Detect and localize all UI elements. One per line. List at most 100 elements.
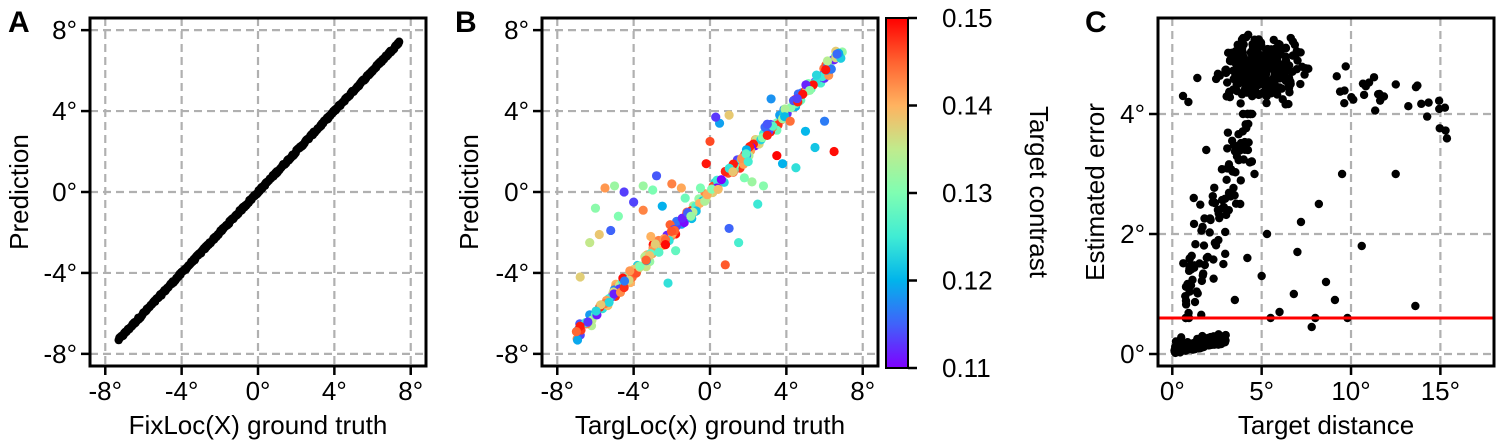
data-point [777,159,788,169]
colorbar-tick-label: 0.11 [942,353,991,383]
data-point [635,261,645,271]
y-tick-label: 2° [1120,219,1145,249]
data-point [680,193,690,203]
data-point [594,229,604,240]
data-point [1236,199,1245,209]
data-point [1357,241,1366,251]
data-point [1434,96,1444,105]
data-point [648,185,658,195]
data-point [1189,193,1198,203]
data-point [728,167,738,177]
data-point [604,297,614,307]
data-point [1236,99,1245,108]
data-point [1272,90,1282,99]
data-point [1289,289,1299,299]
colorbar-tick-label: 0.12 [942,266,993,296]
data-point [1290,40,1300,50]
data-point [701,159,711,169]
data-point [1296,79,1305,89]
data-point [821,65,831,75]
data-point [1246,47,1256,56]
data-point [1184,308,1193,318]
data-point [1240,84,1250,93]
data-point [1236,176,1245,185]
y-tick-label: 4° [504,96,529,126]
data-point [1250,169,1259,179]
data-point [1370,106,1380,115]
data-point [1223,128,1233,137]
panel-b-ylabel: Prediction [454,134,484,250]
data-point [671,246,681,256]
data-point [1337,169,1347,179]
data-point [822,56,833,66]
data-point [1221,65,1231,74]
data-point [1197,226,1206,235]
data-point [724,223,734,234]
data-point [641,255,651,265]
data-point [711,112,721,122]
panel-c-ylabel: Estimated error [1080,103,1110,281]
data-point [1281,56,1291,65]
data-point [650,239,660,249]
data-point [1440,103,1450,112]
y-tick-label: -4° [495,258,529,288]
data-point [1257,271,1266,281]
x-tick-label: 0° [246,376,271,406]
data-point [1227,136,1237,146]
data-point [619,187,629,197]
data-point [1262,89,1271,99]
data-point [1215,213,1224,223]
data-point [1262,98,1271,108]
panel-b-letter: B [455,6,477,39]
data-point [1292,64,1301,74]
panel-c-points [1170,30,1452,358]
data-point [1293,247,1302,257]
data-point [1205,228,1214,237]
panel-a-letter: A [8,6,30,39]
data-point [1184,97,1193,107]
data-point [739,173,749,183]
data-point [724,110,734,120]
data-point [1247,92,1257,101]
data-point [638,181,648,191]
data-point [1296,48,1305,57]
data-point [1296,217,1306,227]
data-point [1411,82,1421,92]
data-point [1244,138,1253,147]
data-point [1340,98,1349,108]
data-point [1281,62,1290,72]
x-tick-label: -4° [617,376,651,406]
data-point [716,175,726,185]
data-point [1198,269,1208,278]
colorbar-tick-label: 0.14 [942,91,993,121]
data-point [1243,145,1253,155]
data-point [1404,101,1413,111]
data-point [613,211,623,221]
data-point [1209,255,1218,264]
data-point [1222,175,1231,185]
data-point [1424,98,1433,107]
data-point [791,163,801,173]
data-point [1196,200,1205,209]
data-point [686,211,696,221]
data-point [1189,219,1199,229]
panel-c: C 0° 5° 10° 15° 0° 2° 4° Target distance Estim… [1080,6,1496,440]
y-tick-label: 0° [1120,339,1145,369]
data-point [1349,95,1358,104]
data-point [832,49,842,59]
data-point [1332,72,1341,81]
data-point [596,300,606,310]
panel-c-letter: C [1085,6,1107,39]
data-point [1188,339,1197,348]
data-point [720,260,730,270]
data-point [1435,124,1444,133]
data-point [829,146,839,157]
data-point [1179,259,1188,268]
y-tick-label: -8° [43,339,77,369]
data-point [1341,62,1350,71]
data-point [762,119,772,129]
data-point [1185,287,1194,296]
data-point [1251,82,1261,92]
data-point [585,237,595,248]
data-point [1230,295,1240,305]
